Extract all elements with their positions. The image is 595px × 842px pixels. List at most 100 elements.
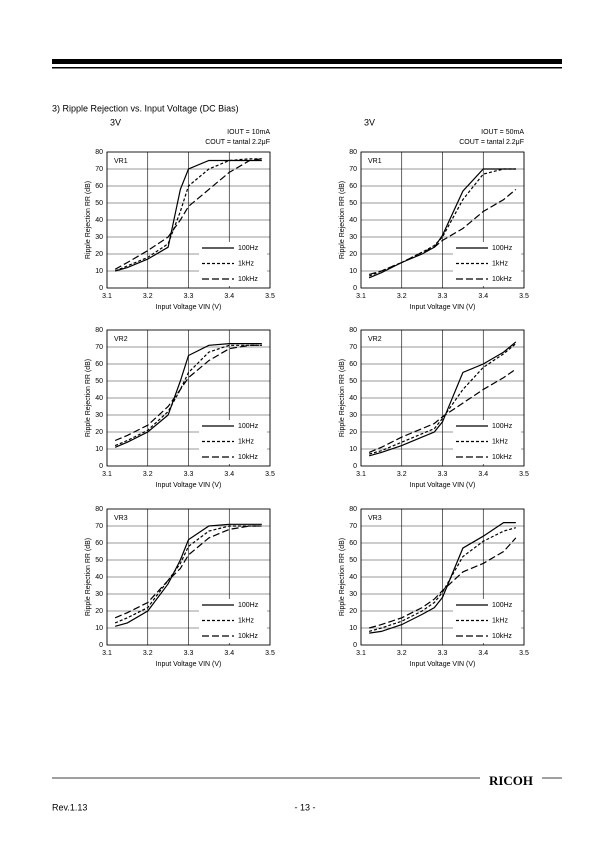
legend-label: 100Hz — [492, 602, 513, 609]
legend-label: 100Hz — [238, 245, 259, 252]
x-tick-label: 3.4 — [478, 650, 488, 657]
panel-label: VR1 — [368, 158, 382, 165]
legend-label: 1kHz — [238, 260, 254, 267]
x-tick-label: 3.1 — [356, 293, 366, 300]
y-tick-label: 50 — [95, 378, 103, 385]
y-tick-label: 30 — [349, 591, 357, 598]
section-title: 3) Ripple Rejection vs. Input Voltage (D… — [52, 103, 239, 113]
x-tick-label: 3.1 — [356, 650, 366, 657]
condition: IOUT = 50mA — [481, 129, 524, 136]
x-tick-label: 3.5 — [265, 650, 275, 657]
legend-label: 100Hz — [238, 602, 259, 609]
panel-label: VR2 — [368, 336, 382, 343]
panel-label: VR2 — [114, 336, 128, 343]
legend-label: 100Hz — [238, 423, 259, 430]
legend-label: 10kHz — [492, 633, 512, 640]
y-axis-label: Ripple Rejection RR (dB) — [339, 181, 346, 259]
x-tick-label: 3.2 — [397, 650, 407, 657]
y-tick-label: 30 — [95, 591, 103, 598]
y-tick-label: 40 — [95, 395, 103, 402]
y-tick-label: 50 — [95, 557, 103, 564]
y-tick-label: 0 — [353, 463, 357, 470]
x-tick-label: 3.4 — [224, 471, 234, 478]
y-tick-label: 60 — [95, 361, 103, 368]
logo: RICOH — [489, 773, 533, 788]
column-title: 3V — [364, 117, 375, 127]
x-tick-label: 3.3 — [438, 293, 448, 300]
x-tick-label: 3.5 — [519, 471, 529, 478]
y-tick-label: 50 — [349, 200, 357, 207]
x-tick-label: 3.3 — [184, 471, 194, 478]
x-tick-label: 3.4 — [224, 293, 234, 300]
y-tick-label: 70 — [349, 523, 357, 530]
series-line — [114, 343, 262, 448]
legend-label: 10kHz — [238, 276, 258, 283]
y-tick-label: 10 — [349, 625, 357, 632]
series-line — [368, 341, 517, 457]
revision: Rev.1.13 — [52, 802, 87, 812]
y-axis-label: Ripple Rejection RR (dB) — [85, 181, 92, 259]
y-tick-label: 30 — [349, 234, 357, 241]
x-tick-label: 3.1 — [102, 650, 112, 657]
x-tick-label: 3.2 — [397, 293, 407, 300]
y-tick-label: 80 — [349, 506, 357, 513]
legend-label: 10kHz — [492, 276, 512, 283]
y-tick-label: 40 — [349, 395, 357, 402]
series-line — [114, 523, 262, 627]
x-tick-label: 3.3 — [438, 471, 448, 478]
y-tick-label: 60 — [95, 540, 103, 547]
y-axis-label: Ripple Rejection RR (dB) — [85, 538, 92, 616]
x-tick-label: 3.5 — [519, 293, 529, 300]
series-line — [368, 168, 516, 277]
y-tick-label: 10 — [95, 446, 103, 453]
y-tick-label: 80 — [95, 506, 103, 513]
y-tick-label: 30 — [95, 412, 103, 419]
y-tick-label: 0 — [99, 642, 103, 649]
legend-label: 10kHz — [238, 633, 258, 640]
x-axis-label: Input Voltage VIN (V) — [156, 661, 222, 668]
x-axis-label: Input Voltage VIN (V) — [156, 304, 222, 311]
x-tick-label: 3.4 — [478, 293, 488, 300]
x-axis-label: Input Voltage VIN (V) — [156, 482, 222, 489]
series-line — [368, 368, 517, 453]
y-tick-label: 50 — [349, 378, 357, 385]
series-line — [368, 527, 517, 632]
x-axis-label: Input Voltage VIN (V) — [410, 304, 476, 311]
x-tick-label: 3.2 — [397, 471, 407, 478]
x-tick-label: 3.5 — [519, 650, 529, 657]
legend-label: 1kHz — [492, 260, 508, 267]
y-tick-label: 0 — [99, 463, 103, 470]
y-tick-label: 40 — [95, 574, 103, 581]
x-axis-label: Input Voltage VIN (V) — [410, 482, 476, 489]
y-tick-label: 30 — [349, 412, 357, 419]
x-tick-label: 3.2 — [143, 471, 153, 478]
y-tick-label: 70 — [95, 523, 103, 530]
series-line — [114, 525, 262, 619]
x-tick-label: 3.5 — [265, 471, 275, 478]
series-line — [368, 188, 517, 275]
y-tick-label: 70 — [95, 166, 103, 173]
condition: COUT = tantal 2.2μF — [459, 139, 524, 146]
legend-label: 100Hz — [492, 423, 513, 430]
y-tick-label: 20 — [349, 608, 357, 615]
y-tick-label: 50 — [95, 200, 103, 207]
y-tick-label: 20 — [95, 429, 103, 436]
legend-label: 1kHz — [238, 617, 254, 624]
series-line — [368, 343, 517, 455]
y-tick-label: 70 — [95, 344, 103, 351]
page-number: - 13 - — [294, 802, 315, 812]
x-tick-label: 3.1 — [102, 471, 112, 478]
legend-label: 10kHz — [492, 454, 512, 461]
x-axis-label: Input Voltage VIN (V) — [410, 661, 476, 668]
series-line — [114, 158, 262, 272]
y-tick-label: 10 — [95, 625, 103, 632]
series-line — [114, 525, 262, 624]
x-tick-label: 3.1 — [356, 471, 366, 478]
legend-label: 1kHz — [238, 438, 254, 445]
legend-label: 100Hz — [492, 245, 513, 252]
y-tick-label: 30 — [95, 234, 103, 241]
x-tick-label: 3.4 — [224, 650, 234, 657]
column-title: 3V — [110, 117, 121, 127]
y-tick-label: 20 — [349, 429, 357, 436]
